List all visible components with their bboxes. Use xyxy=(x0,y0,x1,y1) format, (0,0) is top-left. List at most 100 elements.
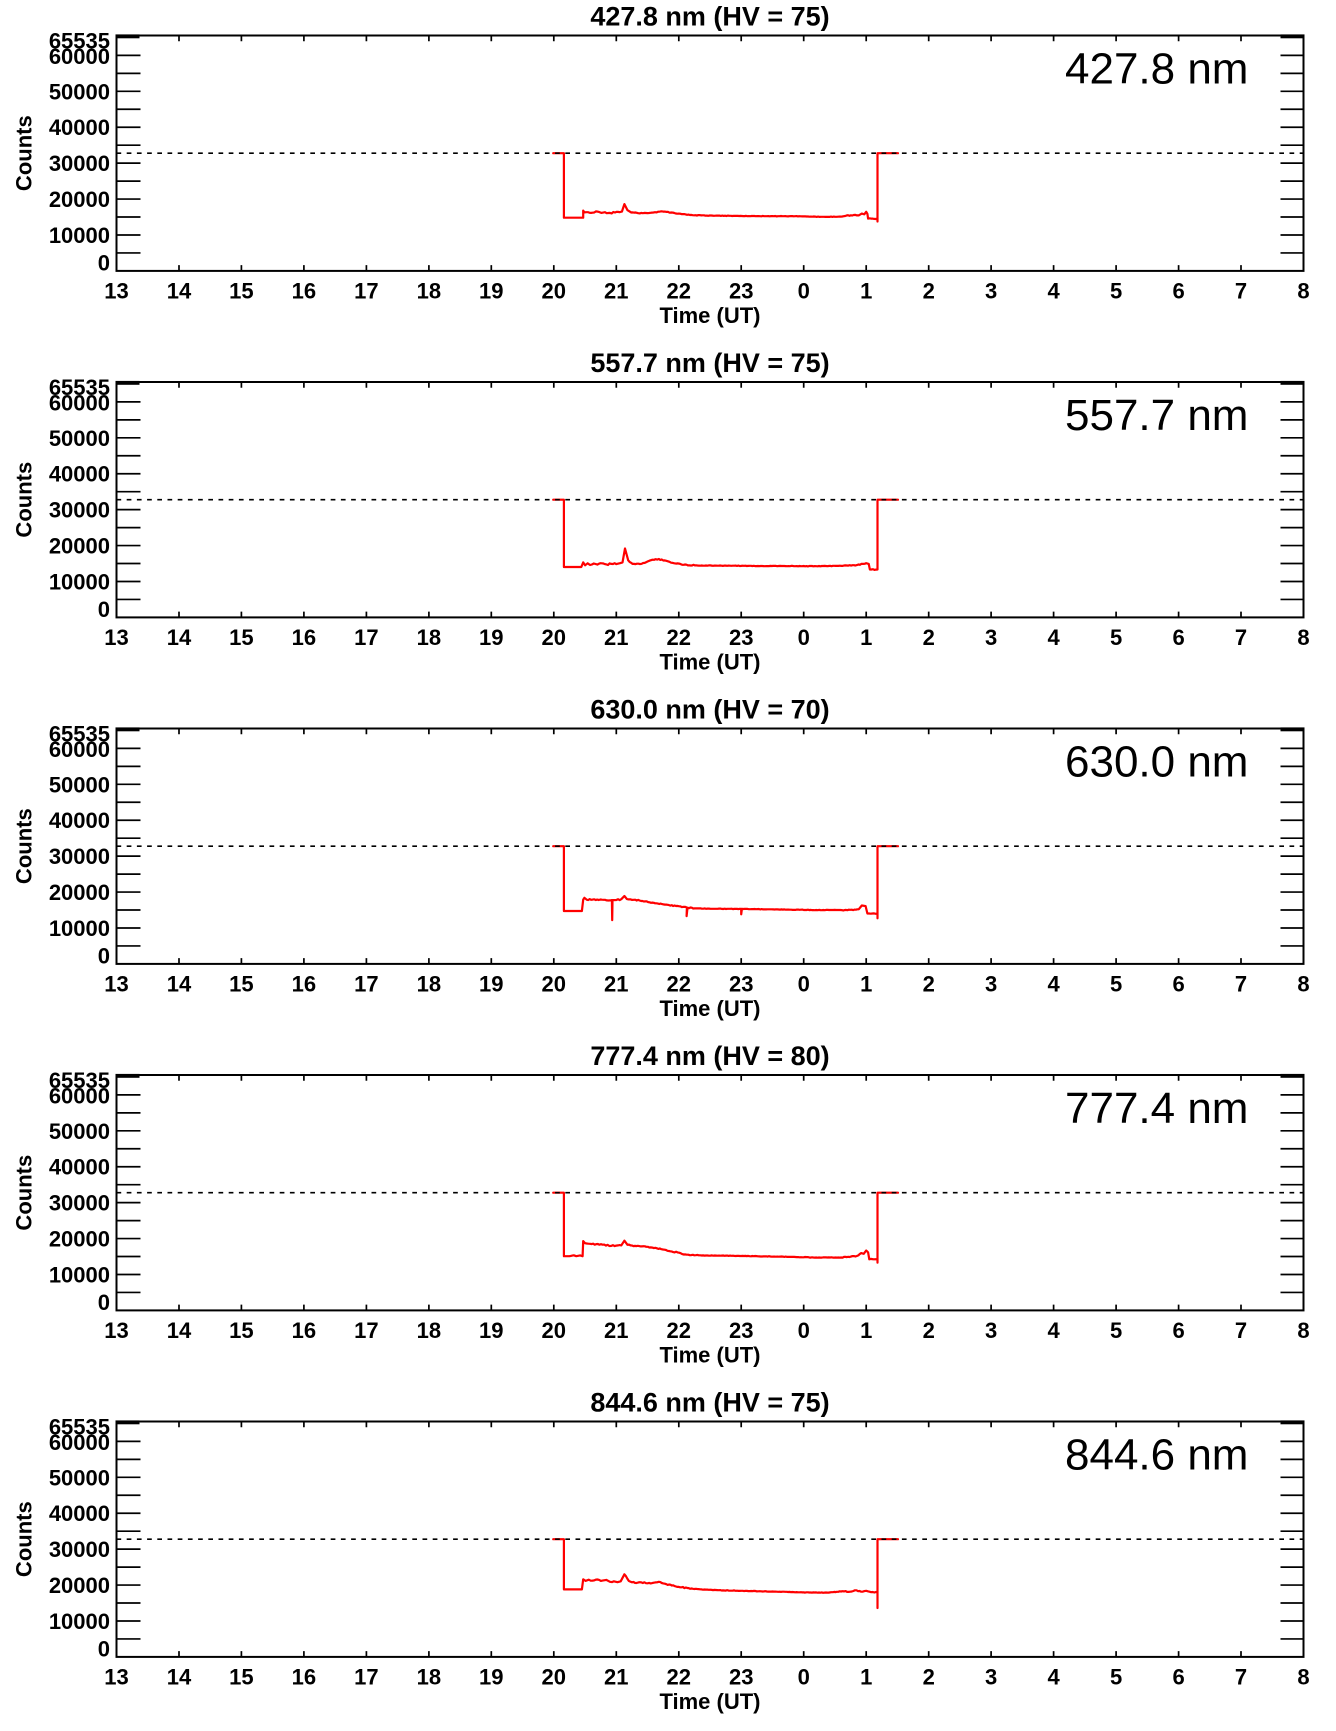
svg-text:40000: 40000 xyxy=(49,115,110,140)
svg-text:0: 0 xyxy=(798,279,810,304)
svg-text:22: 22 xyxy=(667,972,691,997)
svg-text:20000: 20000 xyxy=(49,880,110,905)
svg-text:630.0 nm: 630.0 nm xyxy=(1065,737,1248,786)
svg-text:50000: 50000 xyxy=(49,426,110,451)
svg-text:60000: 60000 xyxy=(49,1083,110,1108)
svg-text:50000: 50000 xyxy=(49,79,110,104)
svg-text:0: 0 xyxy=(98,1290,110,1315)
svg-text:23: 23 xyxy=(729,1665,753,1690)
svg-text:40000: 40000 xyxy=(49,1155,110,1180)
svg-text:777.4 nm: 777.4 nm xyxy=(1065,1084,1248,1133)
svg-text:6: 6 xyxy=(1172,1318,1184,1343)
svg-text:13: 13 xyxy=(104,625,128,650)
svg-text:65535: 65535 xyxy=(49,29,110,54)
svg-text:15: 15 xyxy=(229,625,253,650)
svg-text:1: 1 xyxy=(860,625,872,650)
svg-text:844.6 nm: 844.6 nm xyxy=(1065,1430,1248,1479)
svg-text:8: 8 xyxy=(1297,625,1309,650)
svg-text:Time (UT): Time (UT) xyxy=(659,996,760,1021)
svg-text:Counts: Counts xyxy=(12,1155,37,1231)
svg-text:Time (UT): Time (UT) xyxy=(659,1343,760,1368)
svg-text:23: 23 xyxy=(729,625,753,650)
svg-text:6: 6 xyxy=(1172,279,1184,304)
svg-text:50000: 50000 xyxy=(49,1119,110,1144)
svg-text:60000: 60000 xyxy=(49,737,110,762)
svg-text:3: 3 xyxy=(985,1318,997,1343)
svg-text:20: 20 xyxy=(542,1665,566,1690)
svg-text:23: 23 xyxy=(729,972,753,997)
svg-text:50000: 50000 xyxy=(49,1465,110,1490)
svg-text:30000: 30000 xyxy=(49,1191,110,1216)
svg-text:30000: 30000 xyxy=(49,498,110,523)
svg-text:0: 0 xyxy=(798,972,810,997)
svg-text:7: 7 xyxy=(1235,972,1247,997)
svg-text:0: 0 xyxy=(798,1318,810,1343)
svg-text:18: 18 xyxy=(417,1665,441,1690)
svg-text:22: 22 xyxy=(667,1665,691,1690)
svg-text:14: 14 xyxy=(167,279,192,304)
svg-text:40000: 40000 xyxy=(49,462,110,487)
svg-text:15: 15 xyxy=(229,279,253,304)
svg-text:60000: 60000 xyxy=(49,44,110,69)
svg-text:19: 19 xyxy=(479,279,503,304)
svg-text:20000: 20000 xyxy=(49,1227,110,1252)
svg-text:21: 21 xyxy=(604,279,628,304)
svg-text:0: 0 xyxy=(98,597,110,622)
svg-text:630.0 nm (HV = 70): 630.0 nm (HV = 70) xyxy=(590,694,829,724)
svg-text:30000: 30000 xyxy=(49,844,110,869)
svg-text:16: 16 xyxy=(292,1665,316,1690)
svg-text:7: 7 xyxy=(1235,279,1247,304)
svg-text:21: 21 xyxy=(604,972,628,997)
svg-text:18: 18 xyxy=(417,972,441,997)
svg-text:15: 15 xyxy=(229,1318,253,1343)
svg-text:22: 22 xyxy=(667,1318,691,1343)
svg-text:8: 8 xyxy=(1297,1318,1309,1343)
svg-text:60000: 60000 xyxy=(49,1430,110,1455)
svg-text:15: 15 xyxy=(229,1665,253,1690)
svg-text:30000: 30000 xyxy=(49,151,110,176)
svg-text:4: 4 xyxy=(1047,972,1060,997)
svg-text:20000: 20000 xyxy=(49,1573,110,1598)
svg-text:Time (UT): Time (UT) xyxy=(659,650,760,675)
svg-text:15: 15 xyxy=(229,972,253,997)
svg-text:Time (UT): Time (UT) xyxy=(659,1689,760,1714)
svg-text:16: 16 xyxy=(292,1318,316,1343)
svg-text:Counts: Counts xyxy=(12,808,37,884)
svg-text:3: 3 xyxy=(985,625,997,650)
svg-text:10000: 10000 xyxy=(49,1609,110,1634)
svg-text:3: 3 xyxy=(985,972,997,997)
svg-text:65535: 65535 xyxy=(49,722,110,747)
svg-text:2: 2 xyxy=(923,972,935,997)
svg-text:17: 17 xyxy=(354,972,378,997)
svg-text:21: 21 xyxy=(604,1318,628,1343)
svg-text:8: 8 xyxy=(1297,972,1309,997)
svg-text:40000: 40000 xyxy=(49,1501,110,1526)
svg-text:23: 23 xyxy=(729,1318,753,1343)
svg-text:Time (UT): Time (UT) xyxy=(659,303,760,328)
svg-text:65535: 65535 xyxy=(49,1415,110,1440)
svg-text:10000: 10000 xyxy=(49,223,110,248)
svg-text:50000: 50000 xyxy=(49,772,110,797)
svg-text:20: 20 xyxy=(542,1318,566,1343)
svg-text:10000: 10000 xyxy=(49,1263,110,1288)
svg-text:14: 14 xyxy=(167,1665,192,1690)
svg-text:0: 0 xyxy=(798,625,810,650)
svg-text:16: 16 xyxy=(292,625,316,650)
svg-text:18: 18 xyxy=(417,279,441,304)
svg-text:13: 13 xyxy=(104,279,128,304)
svg-text:2: 2 xyxy=(923,279,935,304)
svg-text:1: 1 xyxy=(860,1318,872,1343)
svg-text:6: 6 xyxy=(1172,625,1184,650)
svg-text:Counts: Counts xyxy=(12,115,37,191)
svg-text:17: 17 xyxy=(354,279,378,304)
svg-text:4: 4 xyxy=(1047,625,1060,650)
svg-text:5: 5 xyxy=(1110,279,1122,304)
svg-text:7: 7 xyxy=(1235,1318,1247,1343)
svg-text:16: 16 xyxy=(292,279,316,304)
svg-text:5: 5 xyxy=(1110,1665,1122,1690)
svg-text:18: 18 xyxy=(417,1318,441,1343)
svg-text:10000: 10000 xyxy=(49,916,110,941)
svg-text:4: 4 xyxy=(1047,279,1060,304)
svg-text:7: 7 xyxy=(1235,625,1247,650)
svg-text:10000: 10000 xyxy=(49,570,110,595)
